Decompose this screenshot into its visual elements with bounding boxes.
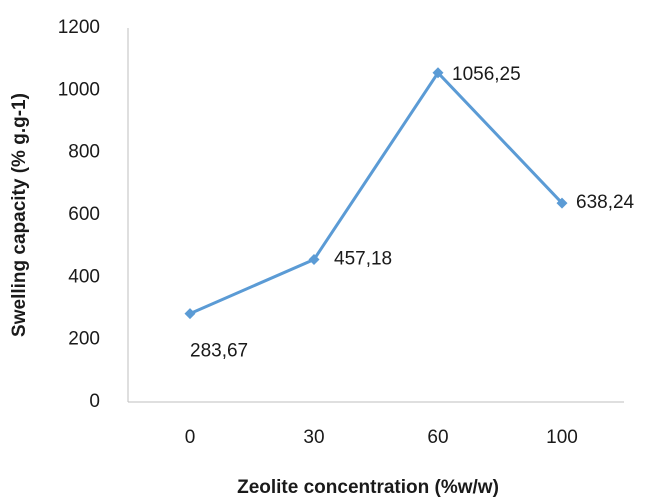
- y-tick-label: 1200: [58, 17, 100, 38]
- y-tick-label: 400: [68, 266, 100, 287]
- data-label: 457,18: [334, 249, 392, 270]
- x-tick-label: 100: [546, 427, 578, 448]
- x-axis-label: Zeolite concentration (%w/w): [237, 477, 499, 498]
- y-tick-label: 1000: [58, 79, 100, 100]
- data-point: [432, 67, 444, 79]
- data-label: 283,67: [190, 341, 248, 362]
- data-label: 1056,25: [452, 64, 521, 85]
- data-label: 638,24: [576, 192, 635, 213]
- data-point: [556, 197, 568, 209]
- x-tick-label: 60: [427, 427, 448, 448]
- data-point: [184, 308, 196, 320]
- y-tick-label: 600: [68, 204, 100, 225]
- y-tick-label: 200: [68, 329, 100, 350]
- x-tick-label: 30: [303, 427, 324, 448]
- data-point: [308, 254, 320, 266]
- y-tick-label: 800: [68, 142, 100, 163]
- y-tick-label: 0: [89, 391, 100, 412]
- x-tick-label: 0: [185, 427, 196, 448]
- y-axis-label: Swelling capacity (% g.g-1): [9, 93, 30, 337]
- series-line: [189, 70, 564, 315]
